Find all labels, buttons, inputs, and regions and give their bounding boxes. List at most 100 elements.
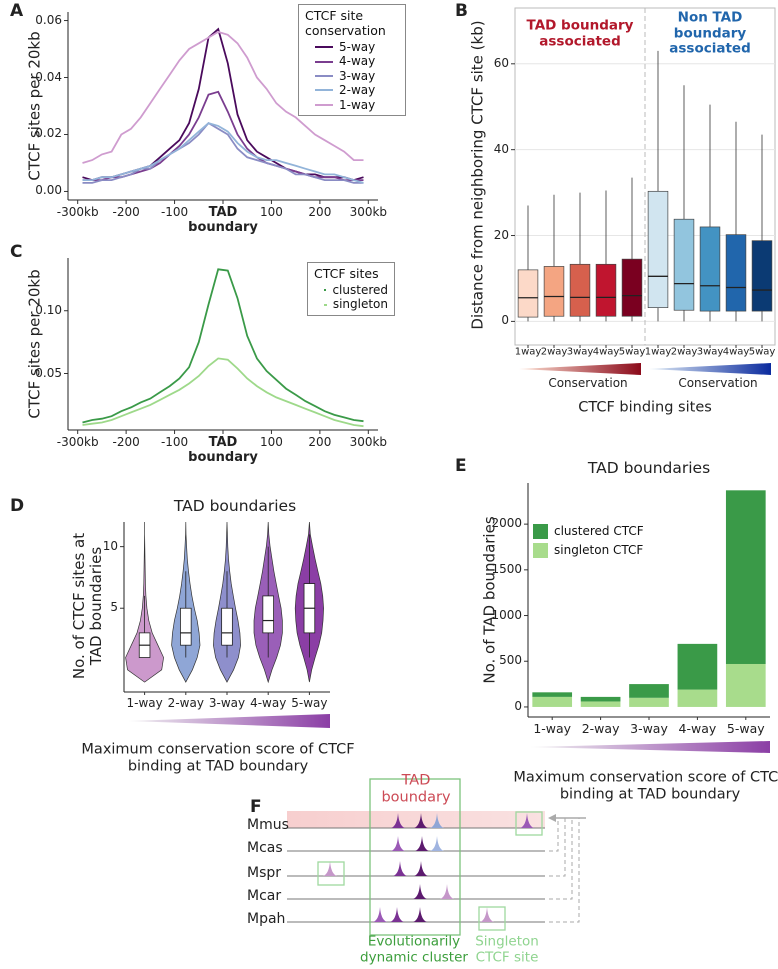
x-tick-label: TAD boundary <box>188 435 258 465</box>
ctcf-peak <box>440 884 454 899</box>
gradient-label: Conservation <box>678 376 758 391</box>
box <box>569 263 591 317</box>
panel-letter: A <box>10 1 24 22</box>
ctcf-peak <box>480 907 494 922</box>
y-tick-label: 500 <box>499 653 522 668</box>
gradient-wedge <box>649 363 771 375</box>
box <box>221 607 233 646</box>
x-tick-label: 100 <box>259 205 283 219</box>
legend-label: clustered CTCF <box>554 524 644 539</box>
x-tick-label: -200 <box>112 205 140 219</box>
series-line <box>82 357 364 428</box>
legend: clustered CTCF singleton CTCF <box>533 520 644 562</box>
box <box>262 595 274 634</box>
x-tick-label: TAD boundary <box>188 205 258 235</box>
y-tick-label: 60 <box>493 55 509 70</box>
series-line <box>82 122 364 184</box>
legend-label: singleton <box>332 297 388 312</box>
x-tick-label: -100 <box>160 205 189 219</box>
ctcf-peak <box>414 861 428 876</box>
x-tick-label: 1way <box>644 346 672 358</box>
group-label: Non TAD boundary associated <box>669 9 751 57</box>
panel-letter: F <box>250 797 262 818</box>
legend-swatch <box>533 524 548 539</box>
box <box>517 269 539 318</box>
legend-swatch <box>315 46 333 49</box>
y-tick-label: 10 <box>102 538 118 553</box>
y-tick-label: 40 <box>493 141 509 156</box>
bar-segment <box>629 684 669 698</box>
y-tick-label: 20 <box>493 227 509 242</box>
x-axis-label: CTCF binding sites <box>578 399 712 416</box>
x-tick-label: 4-way <box>250 696 287 711</box>
series-line <box>82 30 364 164</box>
box <box>543 266 565 317</box>
legend-label: 5-way <box>339 40 376 54</box>
gradient-wedge <box>128 714 330 728</box>
legend-label: singleton CTCF <box>554 543 644 558</box>
x-axis-label: Maximum conservation score of CTCF bindi… <box>81 741 355 774</box>
x-tick-label: 5way <box>618 346 646 358</box>
species-label: Mcas <box>247 839 283 856</box>
bar-segment <box>725 490 766 664</box>
y-tick-label: 0 <box>514 699 522 714</box>
legend-item: clustered <box>314 283 388 297</box>
cluster-box <box>369 778 461 936</box>
gradient-label: Conservation <box>548 376 628 391</box>
box <box>180 607 192 646</box>
y-axis-label: No. of TAD boundaries <box>480 516 499 684</box>
ctcf-peak <box>391 836 405 851</box>
legend-item: 4-way <box>305 54 399 68</box>
legend-label: 2-way <box>339 83 376 98</box>
legend-title: CTCF sites <box>314 266 379 281</box>
y-tick-label: 0 <box>501 313 509 328</box>
y-axis-label: No. of CTCF sites at TAD boundaries <box>69 532 105 680</box>
legend-swatch <box>324 303 327 306</box>
tad-label: TAD boundary <box>381 772 451 805</box>
y-tick-label: 5 <box>110 600 118 615</box>
box <box>647 190 669 309</box>
species-label: Mspr <box>247 864 282 881</box>
x-tick-label: 3-way <box>630 720 668 736</box>
box <box>621 258 643 317</box>
x-tick-label: 5-way <box>726 720 765 736</box>
gradient-wedge <box>519 363 641 375</box>
gradient-wedge <box>530 741 770 753</box>
singleton-box <box>478 906 506 931</box>
legend-item: singleton CTCF <box>533 543 644 558</box>
x-tick-label: 2way <box>540 346 568 358</box>
singleton-box <box>317 861 345 886</box>
y-tick-label: 0.05 <box>35 365 62 380</box>
box <box>673 218 695 311</box>
y-tick-label: 2000 <box>491 516 522 531</box>
x-tick-label: 3-way <box>208 696 246 711</box>
x-tick-label: 1-way <box>533 720 572 736</box>
x-tick-label: 5way <box>748 346 776 358</box>
ctcf-peak <box>390 907 404 922</box>
ctcf-peak <box>413 884 427 899</box>
x-tick-label: -100 <box>160 435 189 449</box>
bar-segment <box>677 689 718 707</box>
series-line <box>82 121 364 184</box>
x-tick-label: 300kb <box>349 205 388 219</box>
legend-item: singleton <box>314 297 388 311</box>
legend-swatch <box>315 89 333 92</box>
y-axis-label: Distance from neighboring CTCF site (kb) <box>468 20 487 330</box>
box <box>751 240 773 312</box>
box <box>595 263 617 317</box>
species-label: Mpah <box>247 910 286 927</box>
x-tick-label: 5-way <box>291 696 328 711</box>
x-tick-label: 4way <box>592 346 620 358</box>
x-tick-label: -300kb <box>56 435 99 449</box>
legend-item: 5-way <box>305 40 399 54</box>
x-tick-label: 3way <box>566 346 594 358</box>
bar-segment <box>532 692 573 697</box>
ctcf-peak <box>415 836 429 851</box>
legend-swatch <box>533 543 548 558</box>
y-tick-label: 0.10 <box>35 302 62 317</box>
box <box>725 234 747 312</box>
alignment-link <box>549 818 580 923</box>
bar-segment <box>677 643 718 690</box>
